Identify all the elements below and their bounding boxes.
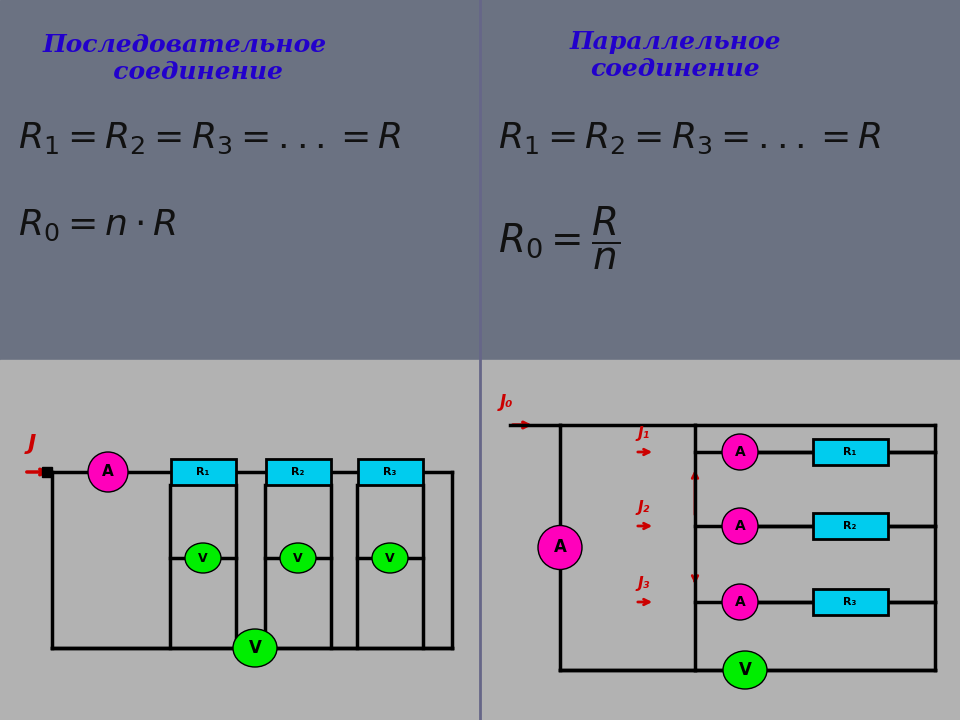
Circle shape — [722, 508, 758, 544]
Bar — [0, 0, 960, 360]
Circle shape — [88, 452, 128, 492]
Ellipse shape — [233, 629, 277, 667]
Text: R₁: R₁ — [843, 447, 856, 457]
Text: Последовательное: Последовательное — [43, 33, 327, 57]
Text: $R_1 = R_2 = R_3 = ... = R$: $R_1 = R_2 = R_3 = ... = R$ — [18, 120, 401, 156]
Text: R₂: R₂ — [843, 521, 856, 531]
Text: A: A — [734, 445, 745, 459]
Text: R₂: R₂ — [291, 467, 304, 477]
Ellipse shape — [723, 651, 767, 689]
Bar — [266, 459, 330, 485]
Bar — [42, 467, 52, 477]
Text: $R_0 = \dfrac{R}{n}$: $R_0 = \dfrac{R}{n}$ — [498, 204, 620, 271]
Text: R₃: R₃ — [843, 597, 856, 607]
Text: $R_1 = R_2 = R_3 = ... = R$: $R_1 = R_2 = R_3 = ... = R$ — [498, 120, 881, 156]
Text: A: A — [734, 519, 745, 533]
Text: J₃: J₃ — [638, 576, 650, 591]
Text: J₁: J₁ — [638, 426, 650, 441]
Ellipse shape — [372, 543, 408, 573]
Bar — [812, 439, 887, 465]
Bar — [171, 459, 235, 485]
Bar — [357, 459, 422, 485]
Circle shape — [538, 526, 582, 570]
Text: V: V — [293, 552, 302, 564]
Text: J: J — [28, 434, 36, 454]
Text: V: V — [385, 552, 395, 564]
Text: Параллельное: Параллельное — [569, 30, 780, 54]
Bar — [812, 513, 887, 539]
Text: соединение: соединение — [87, 60, 283, 84]
Text: V: V — [249, 639, 261, 657]
Text: V: V — [198, 552, 207, 564]
Text: A: A — [554, 539, 566, 557]
Text: R₁: R₁ — [196, 467, 209, 477]
Ellipse shape — [280, 543, 316, 573]
Bar — [0, 360, 960, 720]
Text: $R_0 = n \cdot R$: $R_0 = n \cdot R$ — [18, 207, 177, 243]
Text: R₃: R₃ — [383, 467, 396, 477]
Bar — [812, 589, 887, 615]
Circle shape — [722, 584, 758, 620]
Text: J₂: J₂ — [638, 500, 650, 515]
Text: соединение: соединение — [590, 57, 759, 81]
Circle shape — [722, 434, 758, 470]
Text: A: A — [734, 595, 745, 609]
Ellipse shape — [185, 543, 221, 573]
Text: J₀: J₀ — [500, 393, 514, 411]
Text: A: A — [102, 464, 114, 480]
Text: V: V — [738, 661, 752, 679]
